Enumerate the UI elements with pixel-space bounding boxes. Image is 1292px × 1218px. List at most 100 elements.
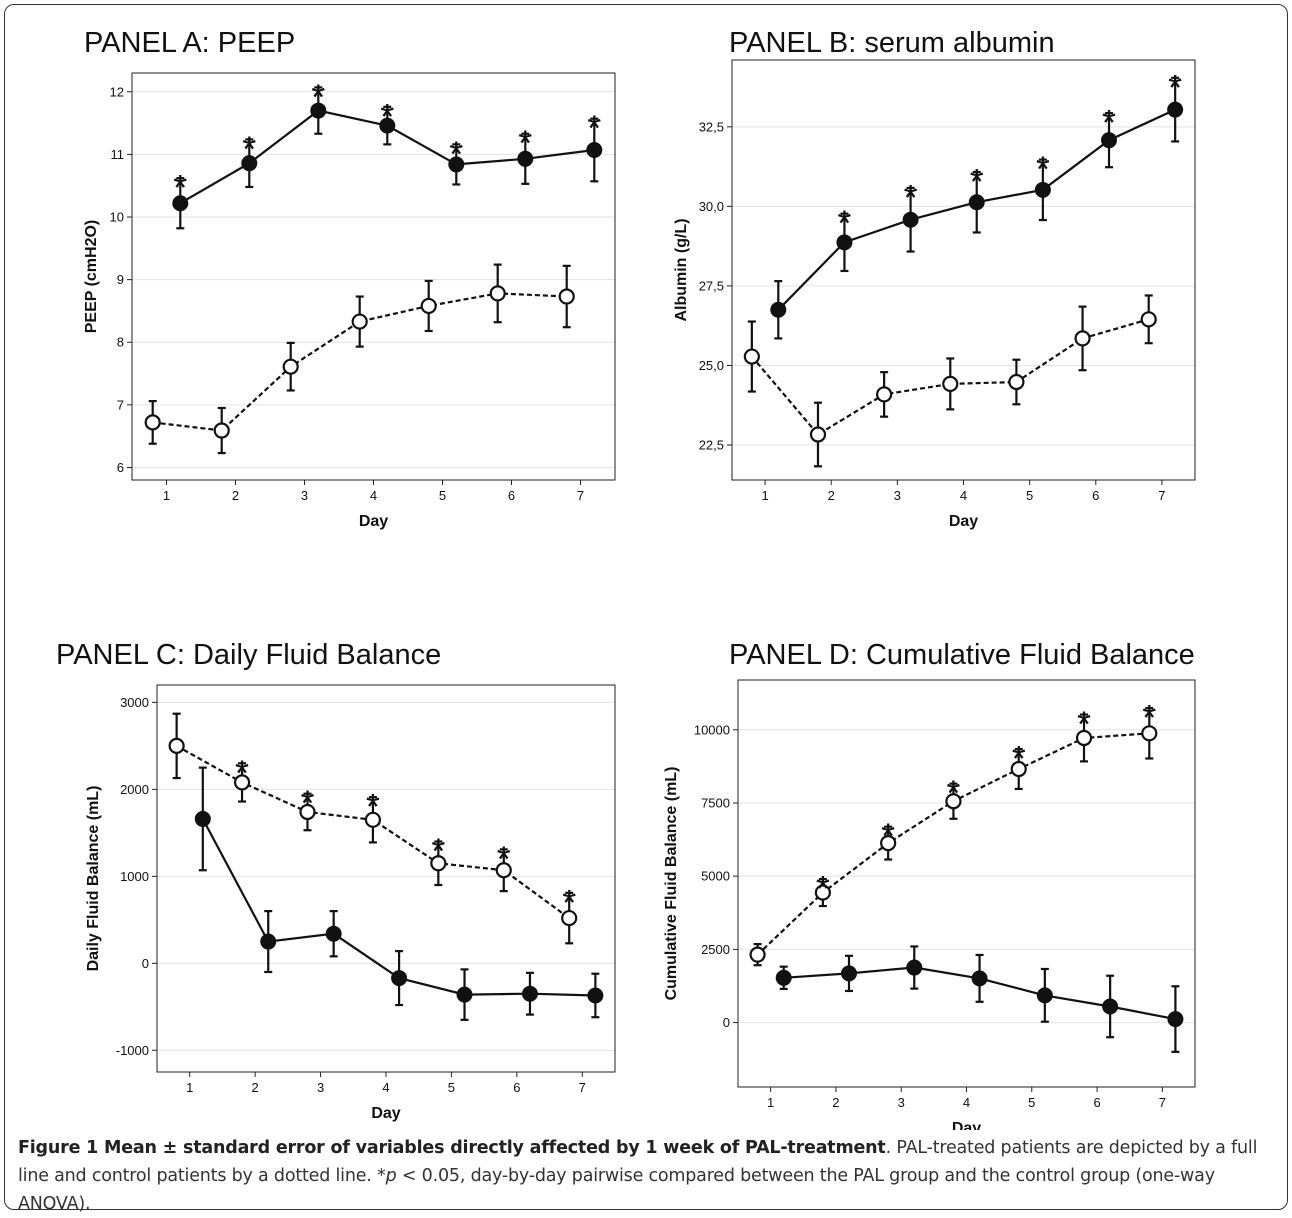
x-axis-label: Day <box>952 1120 981 1130</box>
data-point <box>310 102 327 119</box>
x-tick-label: 4 <box>963 1095 970 1110</box>
caption-p: p <box>385 1166 397 1186</box>
significance-star: * <box>366 786 380 827</box>
x-tick-label: 6 <box>1092 488 1099 503</box>
significance-star: * <box>449 133 463 174</box>
x-tick-label: 3 <box>301 488 308 503</box>
data-point <box>1074 330 1091 347</box>
x-tick-label: 7 <box>1159 1095 1166 1110</box>
y-tick-label: 10000 <box>694 722 730 737</box>
data-point <box>1102 998 1119 1015</box>
data-point <box>749 946 766 963</box>
x-tick-label: 1 <box>761 488 768 503</box>
significance-star: * <box>837 203 851 244</box>
data-point <box>775 969 792 986</box>
significance-star: * <box>311 76 325 117</box>
panel-title: PANEL D: Cumulative Fluid Balance <box>729 639 1195 671</box>
data-point <box>299 803 316 821</box>
significance-star: * <box>816 868 830 909</box>
x-tick-label: 5 <box>439 488 446 503</box>
x-axis-label: Day <box>371 1105 400 1122</box>
data-point <box>561 909 578 927</box>
significance-star: * <box>1036 149 1050 190</box>
panel-title: PANEL C: Daily Fluid Balance <box>56 639 441 671</box>
x-tick-label: 2 <box>828 488 835 503</box>
caption-text-1: . PAL-treated patients are depicted by a… <box>18 1138 1258 1186</box>
y-tick-label: 7 <box>117 397 124 412</box>
y-tick-label: 10 <box>110 210 124 225</box>
significance-star: * <box>562 882 576 923</box>
y-tick-label: 5000 <box>701 869 730 884</box>
x-tick-label: 5 <box>1028 1095 1035 1110</box>
data-point <box>840 965 857 982</box>
y-axis-label: Albumin (g/L) <box>673 218 690 321</box>
y-axis-label: Daily Fluid Balance (mL) <box>85 786 102 972</box>
data-point <box>770 301 787 318</box>
significance-star: * <box>1102 102 1116 143</box>
data-point <box>391 970 408 987</box>
panel-c: PANEL C: Daily Fluid Balance -1000 0 1000 20… <box>56 639 616 1122</box>
data-point <box>942 375 959 393</box>
data-point <box>1141 725 1158 742</box>
figure-frame <box>4 4 1288 1210</box>
x-tick-label: 7 <box>579 1080 586 1095</box>
y-tick-label: 2000 <box>120 782 149 797</box>
significance-star: * <box>1012 738 1026 779</box>
data-point <box>836 234 853 251</box>
x-tick-label: 6 <box>1093 1095 1100 1110</box>
data-point <box>495 862 512 879</box>
significance-star: * <box>242 128 256 169</box>
data-point <box>1167 101 1184 118</box>
panel-title: PANEL B: serum albumin <box>729 27 1055 59</box>
data-point <box>521 985 538 1002</box>
data-point <box>587 987 604 1004</box>
data-point <box>233 774 251 791</box>
x-tick-label: 2 <box>832 1095 839 1110</box>
data-point <box>379 117 396 134</box>
caption-text-2: < 0.05, day-by-day pairwise compared bet… <box>18 1166 1215 1214</box>
y-tick-label: 32,5 <box>699 119 724 134</box>
y-tick-label: 27,5 <box>699 278 724 293</box>
y-tick-label: 12 <box>110 84 124 99</box>
panel-title: PANEL A: PEEP <box>84 27 295 59</box>
significance-star: * <box>235 752 249 793</box>
data-point <box>876 386 893 403</box>
data-point <box>325 925 342 942</box>
series-pal <box>775 945 1184 1053</box>
data-point <box>517 150 534 167</box>
y-tick-label: 1000 <box>120 869 149 884</box>
plot-frame <box>156 684 616 1073</box>
significance-star: * <box>970 161 984 202</box>
significance-star: * <box>173 167 187 208</box>
data-point <box>420 297 437 315</box>
x-tick-label: 4 <box>370 488 377 503</box>
caption-title: Figure 1 Mean ± standard error of variab… <box>18 1138 886 1158</box>
data-point <box>1036 987 1053 1004</box>
significance-star: * <box>380 96 394 137</box>
data-point <box>213 422 230 439</box>
data-point <box>1034 181 1051 198</box>
series-pal <box>194 766 604 1021</box>
data-point <box>144 414 161 431</box>
data-point <box>260 933 277 950</box>
significance-star: * <box>518 123 532 164</box>
data-point <box>282 358 299 375</box>
significance-star: * <box>881 816 895 857</box>
y-axis-label: PEEP (cmH2O) <box>83 220 100 334</box>
significance-star: * <box>1142 697 1156 738</box>
data-point <box>241 155 258 172</box>
significance-star: * <box>1077 704 1091 745</box>
data-point <box>906 959 923 976</box>
data-point <box>809 426 827 443</box>
y-tick-label: 6 <box>117 460 124 475</box>
y-tick-label: 11 <box>111 147 125 162</box>
data-point <box>168 737 185 754</box>
series-control <box>144 263 575 455</box>
significance-star: * <box>431 831 445 872</box>
y-tick-label: -1000 <box>116 1043 149 1058</box>
x-tick-label: 1 <box>186 1080 193 1095</box>
data-point <box>489 285 506 302</box>
x-tick-label: 5 <box>448 1080 455 1095</box>
significance-star: * <box>946 773 960 814</box>
